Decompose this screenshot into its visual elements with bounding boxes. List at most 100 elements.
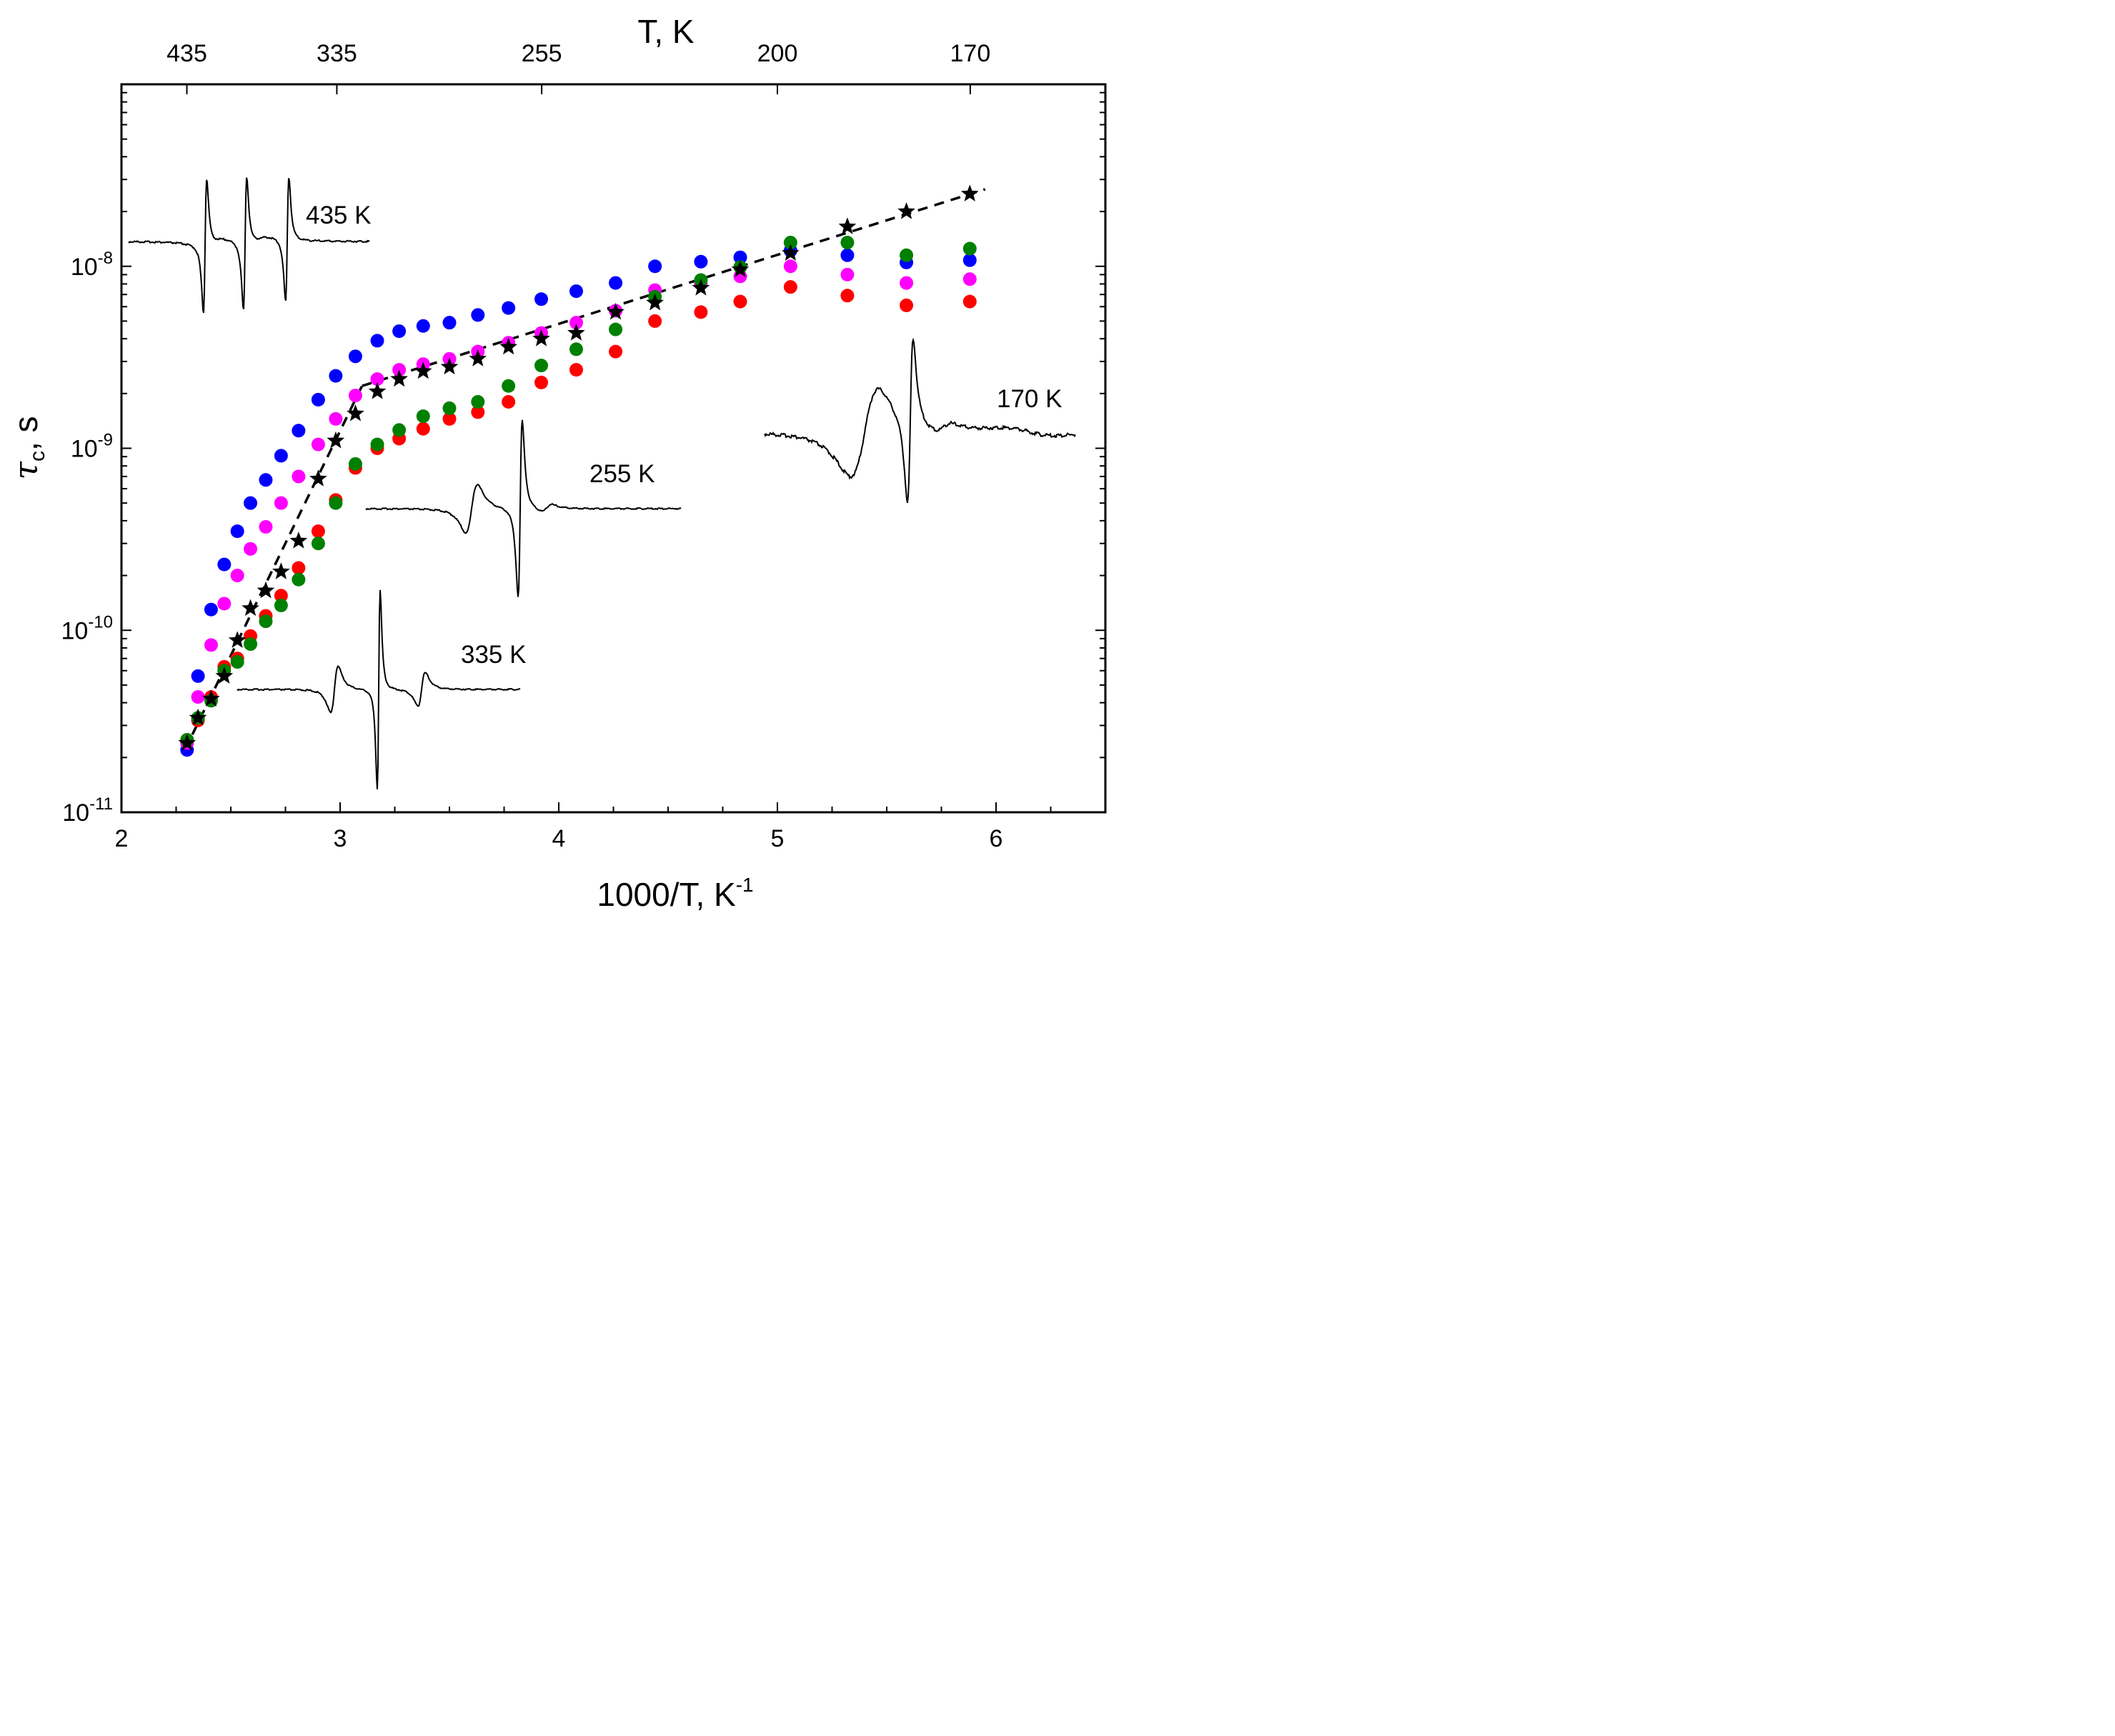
data-point-series-2	[217, 597, 232, 611]
axis-ticks	[121, 84, 1106, 813]
data-point-series-2	[274, 496, 288, 510]
data-point-star	[646, 293, 664, 311]
data-point-star	[347, 404, 364, 421]
x-tick-label: 2	[115, 825, 129, 852]
data-point-series-1	[502, 301, 516, 315]
data-point-series-4	[329, 496, 343, 510]
data-point-series-3	[962, 294, 977, 309]
data-point-series-1	[244, 496, 258, 510]
y-tick-label: 10-10	[61, 612, 113, 644]
data-point-series-1	[230, 524, 244, 539]
data-point-series-4	[569, 342, 583, 356]
data-point-series-1	[259, 473, 273, 487]
spectrum-435k	[128, 177, 370, 314]
data-point-series-2	[311, 437, 325, 452]
x-axis-title-superscript: -1	[736, 874, 754, 896]
spectrum-255k	[365, 419, 682, 597]
data-point-series-2	[569, 316, 583, 330]
data-point-star	[242, 599, 259, 617]
data-point-series-3	[442, 411, 457, 426]
data-point-star	[607, 302, 624, 320]
data-point-series-1	[962, 253, 977, 267]
top-tick-label: 200	[757, 40, 798, 67]
y-axis-title-subscript: c	[26, 451, 49, 462]
top-axis-title: T, K	[637, 13, 695, 50]
data-point-series-2	[259, 520, 273, 534]
data-point-star	[228, 631, 247, 648]
data-point-star	[838, 217, 857, 234]
top-tick-label: 170	[950, 40, 991, 67]
x-tick-label: 3	[334, 825, 347, 852]
x-tick-label: 6	[990, 825, 1003, 852]
data-point-series-1	[311, 392, 325, 406]
data-point-star	[289, 532, 308, 549]
data-point-series-2	[204, 638, 218, 652]
data-point-series-4	[502, 379, 516, 393]
data-point-series-4	[962, 241, 977, 256]
data-point-star	[390, 369, 408, 387]
annotation-255k: 255 K	[589, 460, 655, 488]
data-point-star	[960, 184, 979, 201]
fit-line	[362, 188, 986, 387]
data-point-star	[189, 708, 207, 726]
data-point-series-1	[191, 669, 205, 683]
data-point-star	[309, 469, 327, 487]
data-point-star	[414, 361, 432, 379]
data-point-series-3	[900, 298, 914, 312]
data-point-series-1	[471, 308, 485, 322]
data-point-series-4	[259, 614, 273, 629]
data-point-series-2	[783, 259, 797, 274]
data-point-star	[782, 244, 800, 261]
data-point-series-3	[534, 375, 549, 389]
data-point-series-4	[416, 409, 430, 424]
data-point-series-1	[217, 557, 232, 572]
spectrum-insets	[128, 177, 1076, 789]
data-point-series-2	[230, 569, 244, 583]
data-point-series-3	[274, 589, 288, 603]
data-point-series-1	[416, 319, 430, 333]
axis-tick-labels: 2 3 4 5 6 435 335 255 200 170 10-11 10-10 10-9 10-8	[61, 40, 1002, 852]
data-point-star	[897, 202, 915, 219]
data-point-star	[202, 689, 220, 707]
fit-lines	[184, 188, 986, 751]
data-point-star	[731, 260, 750, 277]
top-tick-label: 255	[522, 40, 562, 67]
data-point-series-4	[370, 437, 384, 452]
y-tick-label: 10-11	[62, 794, 113, 827]
data-point-series-3	[648, 314, 662, 328]
data-point-series-1	[648, 259, 662, 274]
data-point-series-3	[292, 561, 306, 575]
data-point-series-1	[370, 334, 384, 348]
data-point-star	[215, 667, 234, 684]
data-point-series-3	[502, 394, 516, 409]
data-point-star	[368, 382, 387, 399]
data-point-series-3	[471, 405, 485, 419]
data-point-series-2	[191, 690, 205, 704]
top-tick-label: 335	[317, 40, 357, 67]
y-tick-label: 10-9	[71, 431, 113, 463]
plot-frame	[120, 83, 1107, 814]
data-point-series-1	[274, 449, 288, 463]
data-point-series-4	[900, 248, 914, 262]
chart: 2 3 4 5 6 435 335 255 200 170 10-11 10-10 10-9 10-8 1…	[6, 13, 1107, 913]
data-point-series-4	[392, 423, 407, 437]
data-point-series-4	[311, 537, 325, 551]
data-point-series-1	[204, 602, 218, 617]
data-point-star	[567, 324, 585, 341]
y-tick-label: 10-8	[71, 249, 113, 281]
data-point-star	[272, 562, 290, 579]
data-point-star	[532, 329, 550, 346]
data-point-series-4	[292, 572, 306, 587]
data-point-series-3	[694, 305, 708, 319]
data-point-series-3	[609, 344, 623, 359]
x-tick-label: 5	[771, 825, 785, 852]
data-point-series-1	[292, 424, 306, 438]
data-point-series-4	[274, 598, 288, 612]
data-point-series-2	[370, 372, 384, 386]
data-point-series-4	[244, 637, 258, 652]
data-point-series-1	[609, 276, 623, 290]
data-point-series-4	[348, 457, 362, 471]
annotation-435k: 435 K	[306, 201, 371, 229]
spectrum-335k	[237, 589, 521, 789]
data-point-series-4	[230, 655, 244, 669]
